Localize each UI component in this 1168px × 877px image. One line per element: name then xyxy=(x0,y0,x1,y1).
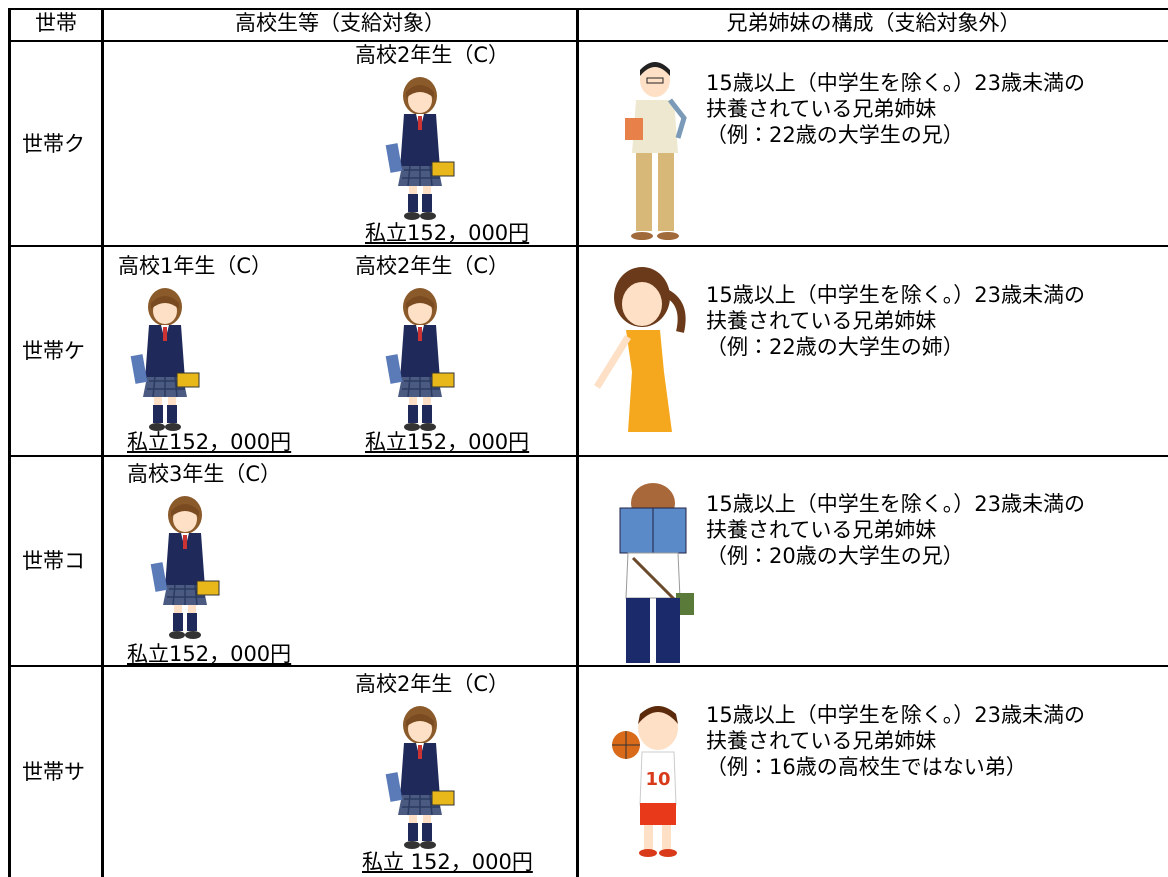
household-label: 世帯ケ xyxy=(22,339,85,363)
sibling-illustration: 10 xyxy=(612,706,678,857)
student-illustration xyxy=(380,703,460,853)
sibling-illustration xyxy=(625,62,687,240)
sibling-description: 扶養されている兄弟姉妹 xyxy=(706,729,937,753)
sibling-description: 15歳以上（中学生を除く。）23歳未満の xyxy=(706,492,1085,516)
table-border xyxy=(8,245,1168,247)
student-illustration xyxy=(125,285,205,435)
sibling-description: （例：22歳の大学生の兄） xyxy=(706,123,964,147)
sibling-description: 15歳以上（中学生を除く。）23歳未満の xyxy=(706,703,1085,727)
header-cell: 世帯 xyxy=(35,11,77,35)
household-label: 世帯サ xyxy=(22,760,85,784)
student-illustration xyxy=(380,74,460,224)
student-illustration xyxy=(380,285,460,435)
student-amount: 私立152，000円 xyxy=(127,642,292,666)
table-border xyxy=(8,665,1168,667)
table-border xyxy=(101,8,104,877)
student-grade: 高校1年生（C） xyxy=(118,254,273,278)
household-label: 世帯コ xyxy=(22,549,85,573)
header-cell: 高校生等（支給対象） xyxy=(235,11,445,35)
sibling-description: （例：22歳の大学生の姉） xyxy=(706,335,964,359)
student-grade: 高校3年生（C） xyxy=(127,462,282,486)
sibling-description: 扶養されている兄弟姉妹 xyxy=(706,97,937,121)
household-label: 世帯ク xyxy=(22,131,85,156)
table-border xyxy=(8,8,1168,10)
sibling-illustration xyxy=(594,267,686,432)
sibling-description: （例：20歳の大学生の兄） xyxy=(706,544,964,568)
sibling-description: 扶養されている兄弟姉妹 xyxy=(706,309,937,333)
table-border xyxy=(8,40,1168,42)
student-illustration xyxy=(145,493,225,643)
table-border xyxy=(8,455,1168,457)
sibling-description: 扶養されている兄弟姉妹 xyxy=(706,518,937,542)
table-border xyxy=(8,8,11,877)
sibling-description: （例：16歳の高校生ではない弟） xyxy=(706,755,1027,779)
student-grade: 高校2年生（C） xyxy=(355,254,510,278)
student-amount: 私立152，000円 xyxy=(365,430,530,454)
svg-text:10: 10 xyxy=(645,769,670,790)
student-grade: 高校2年生（C） xyxy=(355,43,510,67)
student-amount: 私立 152，000円 xyxy=(362,850,533,874)
sibling-description: 15歳以上（中学生を除く。）23歳未満の xyxy=(706,71,1085,95)
student-amount: 私立152，000円 xyxy=(127,430,292,454)
table-border xyxy=(576,8,579,877)
sibling-description: 15歳以上（中学生を除く。）23歳未満の xyxy=(706,283,1085,307)
student-grade: 高校2年生（C） xyxy=(355,672,510,696)
sibling-illustration xyxy=(619,483,694,663)
student-amount: 私立152，000円 xyxy=(365,221,530,245)
header-cell: 兄弟姉妹の構成（支給対象外） xyxy=(726,11,1021,35)
